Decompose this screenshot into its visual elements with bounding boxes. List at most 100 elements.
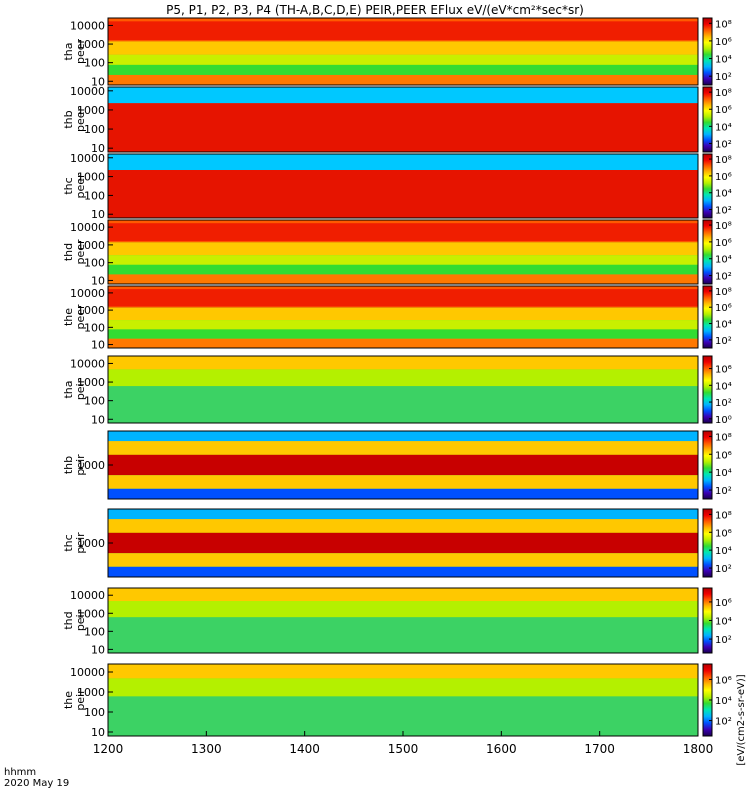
colorbar-tick-label: 10⁶ — [715, 105, 732, 116]
flux-band-mid — [108, 678, 698, 697]
flux-band-high — [108, 588, 698, 601]
flux-band-mid — [108, 41, 698, 55]
y-tick-label: 100 — [84, 625, 105, 638]
x-tick-label: 1500 — [388, 742, 419, 756]
figure-title: P5, P1, P2, P3, P4 (TH-A,B,C,D,E) PEIR,P… — [166, 3, 584, 17]
colorbar-scale — [702, 17, 713, 86]
panel-frame — [107, 587, 699, 654]
flux-band-noise-low — [108, 566, 698, 577]
colorbar-scale — [702, 219, 713, 285]
species-label: peir — [74, 532, 87, 554]
species-label: peir — [74, 609, 87, 631]
flux-band-lower — [108, 255, 698, 265]
colorbar-tick-label: 10⁴ — [715, 320, 732, 331]
probe-label: tha — [62, 380, 75, 398]
panel-frame — [107, 86, 699, 153]
panel-tha-peir: 10 100 1000 10000 tha peir 10⁶ 10⁴ 10² 10⁰ — [62, 355, 732, 426]
colorbar-tick-label: 10⁴ — [715, 189, 732, 200]
y-tick-label: 100 — [84, 123, 105, 136]
y-tick-label: 100 — [84, 57, 105, 70]
colorbar-scale — [702, 153, 713, 219]
colorbar-tick-label: 10⁸ — [715, 88, 732, 99]
colorbar-tick-label: 10² — [715, 486, 732, 497]
panel-tha-peer: 10 100 1000 10000 tha peer 10⁸ 10⁶ 10⁴ 10² — [62, 17, 732, 88]
y-tick-label: 10 — [91, 413, 105, 426]
flux-band-high — [108, 664, 698, 679]
colorbar-tick-label: 10² — [715, 717, 732, 728]
y-tick-label: 10 — [91, 274, 105, 287]
flux-band-mid — [108, 369, 698, 387]
colorbar-scale — [702, 508, 713, 578]
flux-band-lower — [108, 475, 698, 489]
flux-band-low — [108, 264, 698, 275]
colorbar-tick-label: 10⁶ — [715, 675, 732, 686]
panel-frame — [107, 355, 699, 424]
colorbar: 10⁶ 10⁴ 10² — [702, 587, 732, 654]
y-tick-label: 10000 — [70, 152, 105, 165]
flux-band-low — [108, 329, 698, 339]
flux-band-mid — [108, 307, 698, 321]
species-label: peir — [74, 378, 87, 400]
y-tick-label: 100 — [84, 395, 105, 408]
x-tick-label: 1300 — [191, 742, 222, 756]
colorbar-tick-label: 10⁶ — [715, 172, 732, 183]
probe-label: thb — [62, 456, 75, 474]
y-tick-label: 10000 — [70, 221, 105, 234]
colorbar-tick-label: 10⁴ — [715, 381, 732, 392]
flux-band-core — [108, 223, 698, 242]
y-tick-label: 100 — [84, 706, 105, 719]
colorbar-tick-label: 10⁰ — [715, 415, 732, 426]
colorbar: 10⁸ 10⁶ 10⁴ 10² — [702, 285, 732, 349]
colorbar-tick-label: 10⁸ — [715, 432, 732, 443]
time-axis-unit: hhmm — [4, 767, 37, 778]
y-tick-label: 1000 — [77, 607, 105, 620]
flux-band-upper — [108, 519, 698, 533]
colorbar-tick-label: 10⁸ — [715, 221, 732, 232]
species-label: peer — [74, 304, 87, 330]
y-tick-label: 100 — [84, 189, 105, 202]
y-tick-label: 1000 — [77, 376, 105, 389]
flux-band-lower — [108, 553, 698, 567]
probe-label: thd — [62, 611, 75, 629]
colorbar: 10⁸ 10⁶ 10⁴ 10² — [702, 153, 732, 219]
time-axis-label: hhmm 2020 May 19 — [4, 767, 69, 789]
colorbar-tick-label: 10⁴ — [715, 55, 732, 66]
x-tick-label: 1200 — [93, 742, 124, 756]
colorbar-tick-label: 10² — [715, 564, 732, 575]
flux-band-lower — [108, 54, 698, 65]
y-tick-label: 10 — [91, 643, 105, 656]
colorbar-scale — [702, 430, 713, 500]
y-tick-label: 100 — [84, 321, 105, 334]
panel-the-peir: 10 100 1000 10000 the peir 10⁶ 10⁴ 10² — [62, 663, 732, 739]
y-tick-label: 10 — [91, 75, 105, 88]
colorbar-tick-label: 10⁶ — [715, 37, 732, 48]
flux-band-noise-low — [108, 488, 698, 499]
colorbar: 10⁸ 10⁶ 10⁴ 10² — [702, 430, 732, 500]
probe-label: tha — [62, 42, 75, 60]
y-tick-label: 10000 — [70, 287, 105, 300]
colorbar-tick-label: 10⁸ — [715, 19, 732, 30]
colorbar-tick-label: 10⁸ — [715, 510, 732, 521]
y-tick-label: 10000 — [70, 85, 105, 98]
probe-label: the — [62, 308, 75, 326]
colorbar: 10⁸ 10⁶ 10⁴ 10² — [702, 219, 732, 285]
colorbar-tick-label: 10⁴ — [715, 546, 732, 557]
colorbar-tick-label: 10⁶ — [715, 365, 732, 376]
colorbar-tick-label: 10² — [715, 336, 732, 347]
colorbar-tick-label: 10² — [715, 272, 732, 283]
colorbar-tick-label: 10⁴ — [715, 696, 732, 707]
flux-band-low — [108, 64, 698, 75]
y-tick-label: 1000 — [77, 171, 105, 184]
flux-band-bottom — [108, 74, 698, 85]
probe-label: thc — [62, 534, 75, 551]
species-label: peer — [74, 239, 87, 265]
species-label: peir — [74, 689, 87, 711]
colorbar-tick-label: 10² — [715, 635, 732, 646]
y-tick-label: 10 — [91, 339, 105, 352]
flux-band-low — [108, 617, 698, 653]
flux-band-core — [108, 103, 698, 152]
flux-band-core — [108, 454, 698, 476]
panel-thd-peer: 10 100 1000 10000 thd peer 10⁸ 10⁶ 10⁴ 10² — [62, 219, 732, 287]
colorbar-tick-label: 10² — [715, 398, 732, 409]
